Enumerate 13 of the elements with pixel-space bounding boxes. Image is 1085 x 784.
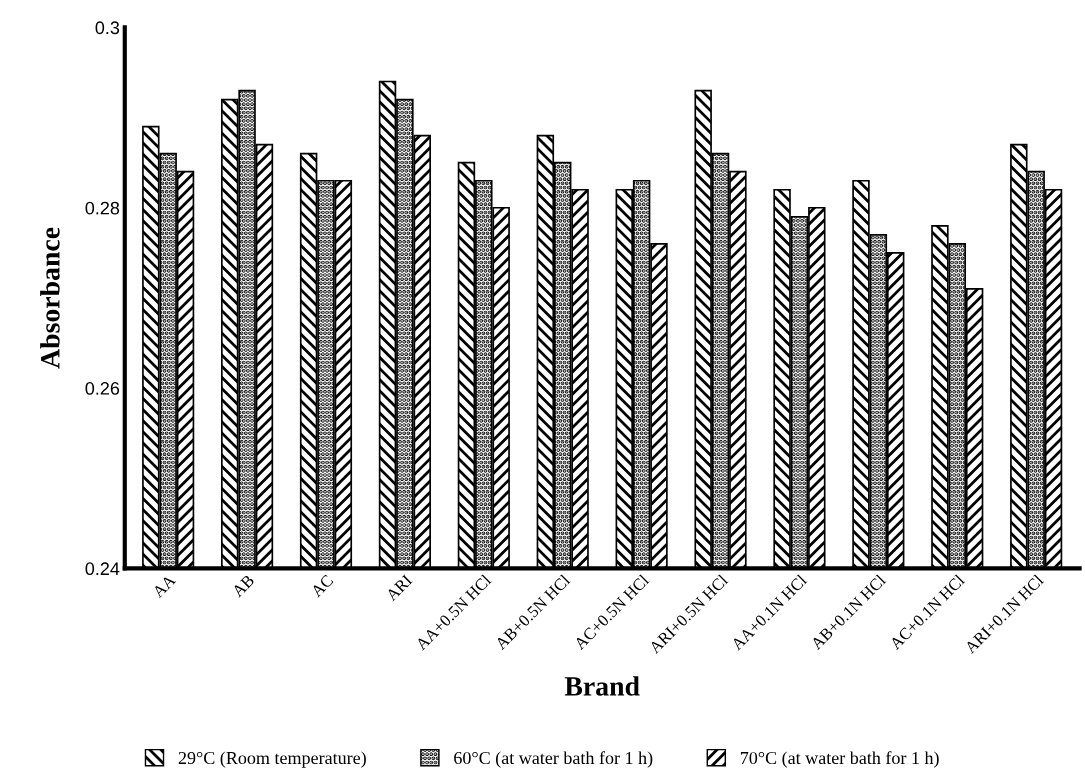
y-tick-label: 0.26	[85, 382, 120, 395]
x-tick-label: ARI	[385, 574, 413, 602]
legend-label: 29°C (Room temperature)	[178, 751, 366, 768]
x-tick-label: AC	[310, 574, 334, 598]
y-axis-title: Absorbance	[40, 227, 60, 369]
x-tick-label: AA	[151, 573, 177, 599]
legend-label: 60°C (at water bath for 1 h)	[454, 751, 653, 768]
y-tick-label: 0.28	[85, 201, 120, 215]
x-axis-title: Brand	[564, 676, 640, 696]
x-tick-label: AB	[231, 574, 255, 598]
y-tick-label: 0.3	[95, 21, 120, 35]
y-tick-label: 0.24	[85, 562, 120, 576]
legend-label: 70°C (at water bath for 1 h)	[740, 751, 939, 768]
